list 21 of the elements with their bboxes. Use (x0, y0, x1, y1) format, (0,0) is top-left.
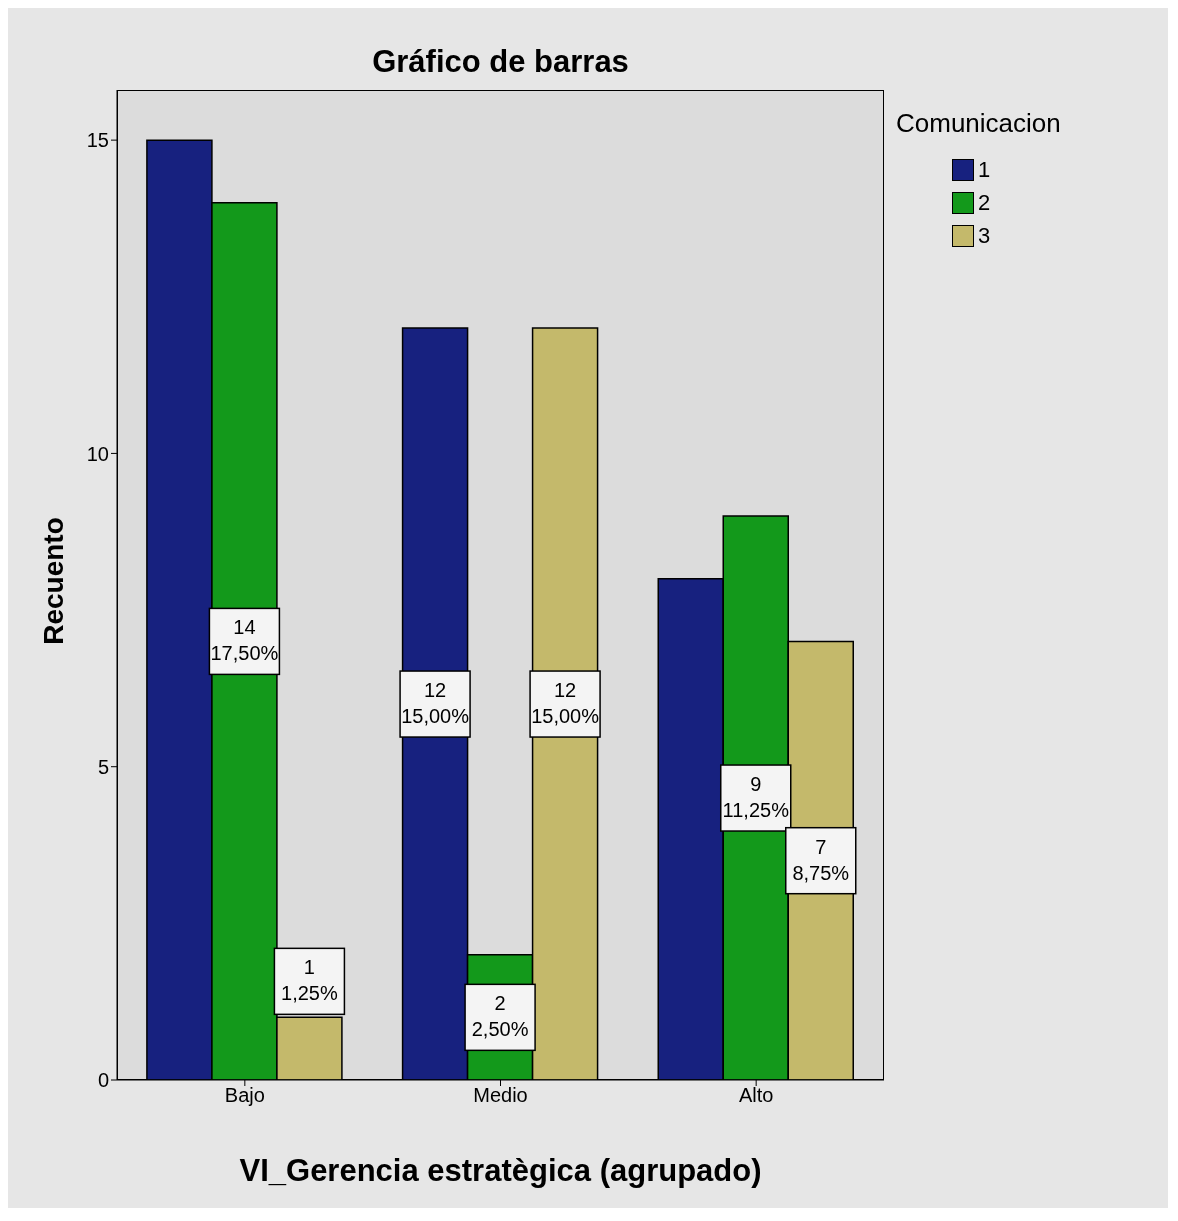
y-tick-label: 0 (97, 1069, 109, 1092)
y-tick-label: 5 (97, 755, 109, 778)
data-label: 2 2,50% (471, 992, 529, 1041)
legend-title: Comunicacion (896, 108, 1062, 139)
data-label: 9 11,25% (722, 773, 790, 822)
legend-label: 1 (977, 155, 992, 184)
y-axis-title: Recuento (38, 516, 70, 647)
data-label: 12 15,00% (401, 679, 470, 728)
y-tick-label: 15 (86, 129, 109, 152)
data-label: 7 8,75% (792, 835, 850, 884)
legend-label: 3 (977, 221, 992, 250)
legend-label: 2 (977, 188, 992, 217)
data-label: 14 17,50% (210, 616, 279, 665)
x-tick-label: Medio (473, 1084, 528, 1107)
x-tick-label: Alto (738, 1084, 774, 1107)
data-label: 1 1,25% (281, 956, 338, 1005)
chart-title: Gráfico de barras (371, 44, 630, 80)
y-tick-label: 10 (86, 442, 109, 465)
x-tick-label: Bajo (224, 1084, 265, 1107)
x-axis-title: VI_Gerencia estratègica (agrupado) (238, 1153, 763, 1189)
data-label: 12 15,00% (531, 679, 600, 728)
